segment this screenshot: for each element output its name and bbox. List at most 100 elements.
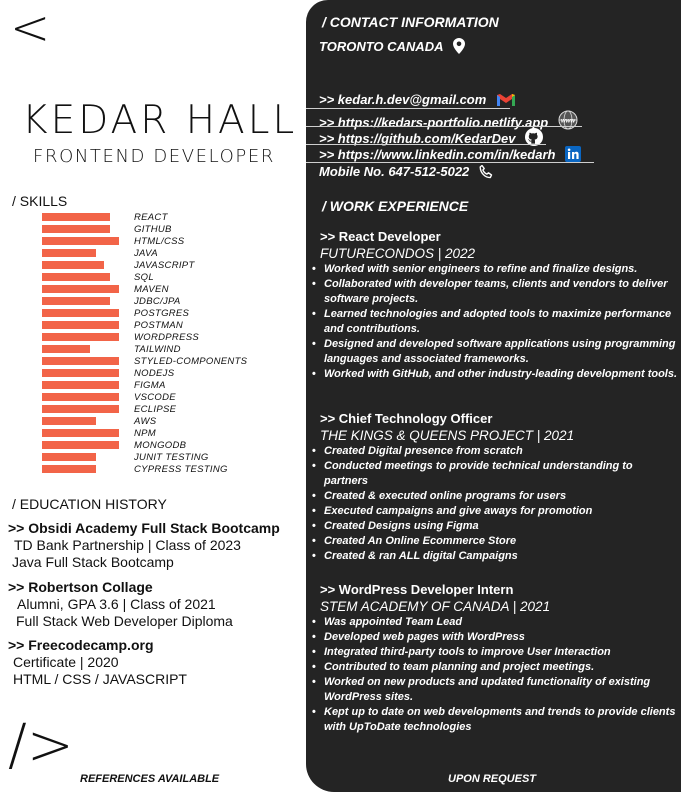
linkedin-link[interactable]: >> https://www.linkedin.com/in/kedarh — [319, 146, 582, 166]
job-entry: >> Chief Technology Officer THE KINGS & … — [312, 411, 678, 564]
education-detail: Alumni, GPA 3.6 | Class of 2021 — [17, 596, 216, 612]
skill-level-bar — [42, 417, 96, 425]
job-bullet: Worked with GitHub, and other industry-l… — [312, 367, 678, 382]
skill-label: WORDPRESS — [134, 332, 199, 343]
job-title: >> WordPress Developer Intern — [320, 582, 514, 597]
skill-label: REACT — [134, 212, 168, 223]
skill-level-bar — [42, 309, 119, 317]
education-detail: Certificate | 2020 — [13, 654, 119, 670]
skill-level-bar — [42, 333, 119, 341]
skill-level-bar — [42, 273, 110, 281]
map-pin-icon — [452, 38, 465, 58]
skill-label: CYPRESS TESTING — [134, 464, 228, 475]
job-title: >> React Developer — [320, 229, 441, 244]
skill-level-bar — [42, 453, 96, 461]
skill-level-bar — [42, 357, 119, 365]
skill-level-bar — [42, 297, 110, 305]
skill-label: MONGODB — [134, 440, 187, 451]
skill-label: STYLED-COMPONENTS — [134, 356, 248, 367]
references-right-text: UPON REQUEST — [448, 773, 537, 785]
job-organization: STEM ACADEMY OF CANADA | 2021 — [320, 599, 551, 614]
skill-label: JUNIT TESTING — [134, 452, 209, 463]
close-tag-glyph: /> — [8, 713, 74, 778]
job-entry: >> React Developer FUTURECONDOS | 2022 W… — [312, 229, 678, 382]
job-bullet: Created An Online Ecommerce Store — [312, 534, 678, 549]
skill-label: FIGMA — [134, 380, 166, 391]
job-bullet: Worked with senior engineers to refine a… — [312, 262, 678, 277]
job-bullet: Designed and developed software applicat… — [312, 337, 678, 367]
mobile-text: Mobile No. 647-512-5022 — [319, 164, 470, 179]
skill-label: GITHUB — [134, 224, 172, 235]
skill-label: MAVEN — [134, 284, 169, 295]
skill-level-bar — [42, 405, 119, 413]
job-bullets: Was appointed Team Lead Developed web pa… — [312, 615, 678, 735]
skill-level-bar — [42, 213, 110, 221]
education-title: >> Freecodecamp.org — [8, 637, 154, 653]
job-bullet: Conducted meetings to provide technical … — [312, 459, 678, 489]
skill-label: HTML/CSS — [134, 236, 185, 247]
phone-icon — [479, 164, 493, 183]
contact-heading: / CONTACT INFORMATION — [322, 14, 499, 30]
skill-label: NPM — [134, 428, 157, 439]
skill-level-bar — [42, 381, 119, 389]
skill-level-bar — [42, 237, 119, 245]
skill-level-bar — [42, 321, 119, 329]
skill-level-bar — [42, 441, 119, 449]
skill-label: JAVA — [134, 248, 158, 259]
location: TORONTO CANADA — [319, 38, 465, 58]
skill-label: AWS — [134, 416, 157, 427]
education-program: Full Stack Web Developer Diploma — [16, 613, 233, 629]
education-title: >> Robertson Collage — [8, 579, 153, 595]
education-entry: >> Robertson Collage Alumni, GPA 3.6 | C… — [8, 579, 304, 630]
skill-level-bar — [42, 369, 119, 377]
email-text[interactable]: >> kedar.h.dev@gmail.com — [319, 92, 487, 107]
github-text[interactable]: >> https://github.com/KedarDev — [319, 131, 516, 146]
skill-label: NODEJS — [134, 368, 175, 379]
github-link[interactable]: >> https://github.com/KedarDev — [319, 128, 544, 150]
job-bullet: Created & executed online programs for u… — [312, 489, 678, 504]
skill-level-bar — [42, 345, 90, 353]
job-bullet: Learned technologies and adopted tools t… — [312, 307, 678, 337]
job-bullet: Created Digital presence from scratch — [312, 444, 678, 459]
job-organization: THE KINGS & QUEENS PROJECT | 2021 — [320, 428, 575, 443]
job-bullet: Developed web pages with WordPress — [312, 630, 678, 645]
job-bullet: Integrated third-party tools to improve … — [312, 645, 678, 660]
job-bullet: Collaborated with developer teams, clien… — [312, 277, 678, 307]
education-program: HTML / CSS / JAVASCRIPT — [13, 671, 187, 687]
job-entry: >> WordPress Developer Intern STEM ACADE… — [312, 582, 678, 735]
underline — [306, 162, 594, 163]
skill-level-bar — [42, 393, 119, 401]
email-link[interactable]: >> kedar.h.dev@gmail.com — [319, 92, 516, 111]
gmail-icon — [495, 93, 516, 111]
github-icon — [525, 128, 544, 150]
job-bullet: Executed campaigns and give aways for pr… — [312, 504, 678, 519]
candidate-name: KEDAR HALL — [22, 98, 298, 143]
mobile: Mobile No. 647-512-5022 — [319, 164, 493, 183]
job-organization: FUTURECONDOS | 2022 — [320, 246, 476, 261]
skill-label: VSCODE — [134, 392, 176, 403]
linkedin-icon — [565, 146, 582, 166]
education-entry: >> Obsidi Academy Full Stack Bootcamp TD… — [8, 520, 304, 571]
skill-label: TAILWIND — [134, 344, 181, 355]
linkedin-text[interactable]: >> https://www.linkedin.com/in/kedarh — [319, 147, 556, 162]
skill-level-bar — [42, 465, 96, 473]
job-bullet: Created Designs using Figma — [312, 519, 678, 534]
location-text: TORONTO CANADA — [319, 39, 443, 54]
job-bullet: Kept up to date on web developments and … — [312, 705, 678, 735]
skill-level-bar — [42, 285, 119, 293]
skill-level-bar — [42, 249, 96, 257]
underline — [306, 126, 582, 127]
candidate-role: FRONTEND DEVELOPER — [33, 146, 275, 167]
skill-level-bar — [42, 225, 110, 233]
education-entry: >> Freecodecamp.org Certificate | 2020 H… — [8, 637, 304, 688]
job-bullets: Worked with senior engineers to refine a… — [312, 262, 678, 382]
skill-level-bar — [42, 429, 119, 437]
job-bullets: Created Digital presence from scratch Co… — [312, 444, 678, 564]
open-tag-glyph: < — [10, 0, 51, 56]
skill-label: JDBC/JPA — [134, 296, 181, 307]
underline — [306, 108, 510, 109]
job-bullet: Contributed to team planning and project… — [312, 660, 678, 675]
underline — [306, 144, 546, 145]
skill-label: JAVASCRIPT — [134, 260, 195, 271]
job-title: >> Chief Technology Officer — [320, 411, 493, 426]
